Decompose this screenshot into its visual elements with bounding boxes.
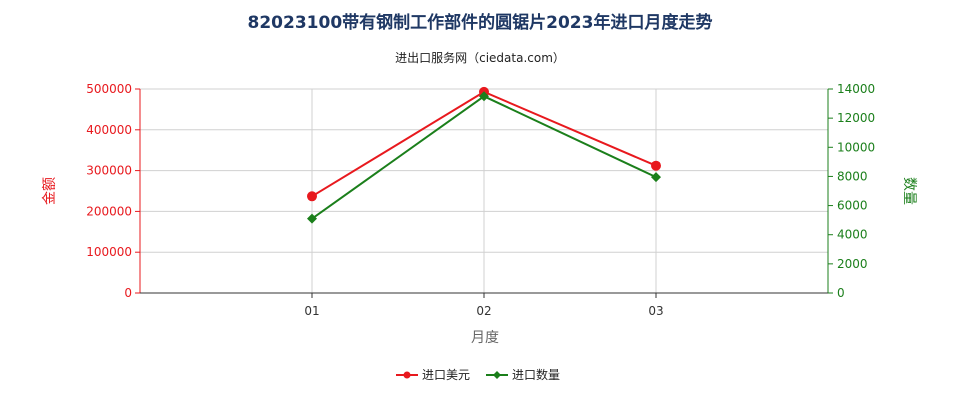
- data-point: [307, 191, 317, 202]
- data-point: [651, 160, 661, 171]
- y-left-tick-label: 100000: [86, 245, 132, 259]
- chart-subtitle: 进出口服务网（ciedata.com）: [395, 50, 565, 65]
- legend-label: 进口美元: [422, 368, 470, 382]
- y-left-tick-label: 300000: [86, 164, 132, 178]
- y-right-tick-label: 4000: [837, 228, 868, 242]
- y-right-tick-label: 0: [837, 286, 845, 300]
- y-right-axis-title: 数量: [901, 177, 917, 205]
- y-right-tick-label: 8000: [837, 169, 868, 183]
- y-left-tick-label: 400000: [86, 123, 132, 137]
- x-tick-label: 02: [476, 304, 491, 318]
- y-left-axis-title: 金额: [42, 177, 58, 205]
- legend: 进口美元 进口数量: [396, 367, 560, 382]
- data-point: [307, 213, 317, 224]
- y-right-tick-label: 10000: [837, 140, 875, 154]
- legend-swatch-marker: [493, 371, 501, 379]
- y-left-tick-label: 0: [124, 286, 132, 300]
- series-layer: [307, 86, 661, 224]
- x-tick-label: 01: [304, 304, 319, 318]
- y-left-tick-label: 500000: [86, 82, 132, 96]
- data-point: [651, 172, 661, 183]
- grid: [140, 88, 829, 293]
- data-point: [479, 91, 489, 102]
- chart-title: 82023100带有钢制工作部件的圆锯片2023年进口月度走势: [248, 12, 713, 33]
- y-right-tick-label: 14000: [837, 82, 875, 96]
- x-axis-title: 月度: [471, 330, 499, 346]
- y-left-tick-label: 200000: [86, 204, 132, 218]
- axes: 0 100000 200000 300000 400000 500000 0 2000 4000…: [86, 82, 875, 318]
- legend-label: 进口数量: [512, 367, 560, 382]
- x-tick-label: 03: [648, 304, 663, 318]
- y-right-tick-label: 2000: [837, 257, 868, 271]
- y-right-tick-label: 12000: [837, 111, 875, 125]
- legend-swatch-marker: [403, 371, 411, 379]
- y-right-tick-label: 6000: [837, 199, 868, 213]
